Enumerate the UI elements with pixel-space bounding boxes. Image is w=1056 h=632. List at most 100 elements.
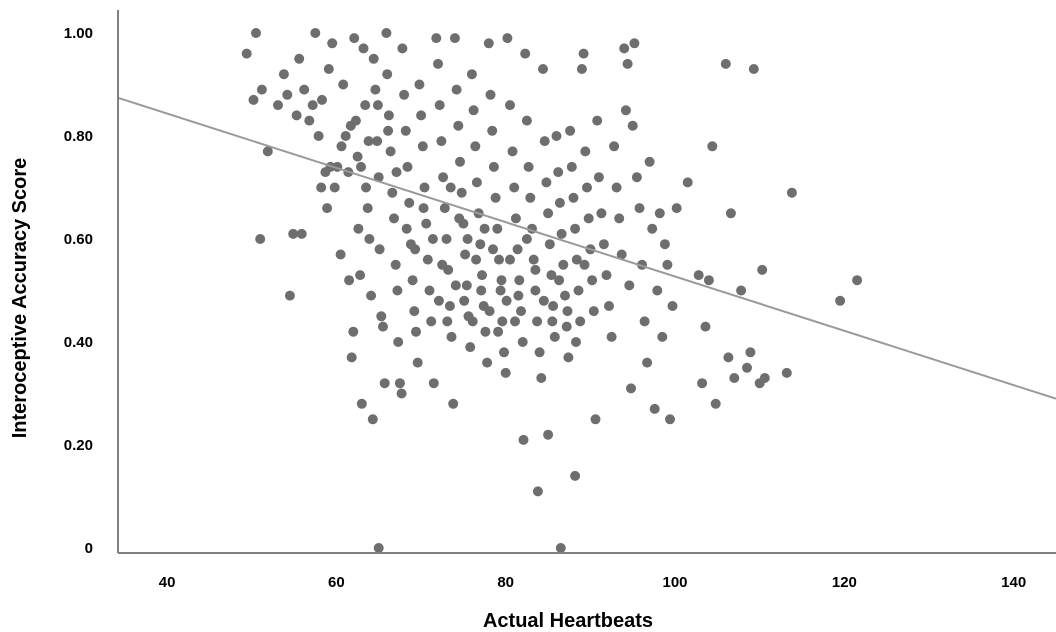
data-point xyxy=(460,249,471,260)
data-point xyxy=(374,244,385,255)
data-point xyxy=(379,378,390,389)
data-point xyxy=(349,33,360,44)
data-point xyxy=(282,89,293,100)
data-point xyxy=(492,223,503,234)
data-point xyxy=(433,295,444,306)
data-point xyxy=(590,414,601,425)
data-point xyxy=(736,285,747,296)
data-point xyxy=(378,321,388,332)
data-point xyxy=(401,223,412,234)
data-point xyxy=(327,38,338,49)
data-point xyxy=(441,234,452,244)
data-point xyxy=(383,110,394,121)
data-point xyxy=(465,342,476,353)
data-point xyxy=(310,28,321,38)
data-point xyxy=(521,234,532,244)
data-point xyxy=(624,280,635,291)
data-point xyxy=(241,48,252,59)
data-point xyxy=(510,316,520,327)
data-point xyxy=(356,398,367,409)
data-point xyxy=(644,156,655,167)
data-point xyxy=(501,295,512,306)
data-point xyxy=(356,161,366,172)
data-point xyxy=(470,141,481,152)
data-point xyxy=(523,161,534,172)
y-tick-label: 0.40 xyxy=(64,334,93,351)
data-point xyxy=(543,429,554,440)
data-point xyxy=(626,383,636,394)
data-point xyxy=(707,141,718,152)
data-point xyxy=(482,357,493,368)
data-point xyxy=(493,326,504,337)
data-point xyxy=(485,89,496,100)
data-point xyxy=(353,223,364,234)
data-point xyxy=(654,208,665,219)
data-point xyxy=(476,285,487,296)
data-point xyxy=(438,172,449,183)
data-point xyxy=(582,182,592,193)
data-point xyxy=(601,270,612,281)
x-axis-title: Actual Heartbeats xyxy=(483,610,653,632)
data-point xyxy=(490,192,501,203)
data-point xyxy=(566,161,577,172)
data-point xyxy=(480,326,491,337)
data-point xyxy=(329,182,340,193)
data-point xyxy=(500,367,511,378)
data-point xyxy=(410,244,421,255)
data-point xyxy=(570,223,581,234)
data-point xyxy=(387,187,398,198)
x-tick-label: 60 xyxy=(328,574,345,591)
data-point xyxy=(671,203,682,214)
data-point xyxy=(556,228,567,239)
data-point xyxy=(565,125,576,136)
y-tick-label: 1.00 xyxy=(64,25,93,42)
data-point xyxy=(553,167,564,178)
data-point xyxy=(307,100,318,111)
data-point xyxy=(665,414,675,425)
data-point xyxy=(649,403,660,414)
data-point xyxy=(477,270,487,281)
data-point xyxy=(442,316,453,327)
data-point xyxy=(647,223,658,234)
data-point xyxy=(296,228,307,239)
data-point xyxy=(397,43,408,54)
data-point xyxy=(693,270,704,281)
data-point xyxy=(414,79,425,90)
data-point xyxy=(416,110,427,121)
data-point xyxy=(340,131,351,141)
data-point xyxy=(456,187,467,198)
data-point xyxy=(455,156,465,167)
data-point xyxy=(576,64,587,74)
data-point xyxy=(604,301,614,311)
data-point xyxy=(587,275,598,286)
data-point xyxy=(448,398,459,409)
data-point xyxy=(509,182,520,193)
data-point xyxy=(543,208,554,219)
data-point xyxy=(449,33,460,44)
data-point xyxy=(723,352,734,363)
data-point xyxy=(412,357,423,368)
data-point xyxy=(521,115,532,126)
data-point xyxy=(304,115,315,126)
data-point xyxy=(468,105,479,116)
data-point xyxy=(453,120,464,131)
data-point xyxy=(627,120,638,131)
data-point xyxy=(571,337,581,347)
data-point xyxy=(451,84,462,95)
data-point xyxy=(299,84,310,95)
data-point xyxy=(720,58,731,69)
data-point xyxy=(657,331,668,342)
data-point xyxy=(510,213,521,224)
data-point xyxy=(570,470,581,481)
data-point xyxy=(421,218,432,229)
y-tick-label: 0 xyxy=(85,540,93,557)
data-point xyxy=(426,316,437,327)
data-point xyxy=(561,321,572,332)
data-point xyxy=(424,285,435,296)
data-point xyxy=(471,177,482,188)
data-point xyxy=(616,249,627,260)
data-point xyxy=(620,105,631,116)
data-point xyxy=(346,352,357,363)
data-point xyxy=(516,306,526,317)
